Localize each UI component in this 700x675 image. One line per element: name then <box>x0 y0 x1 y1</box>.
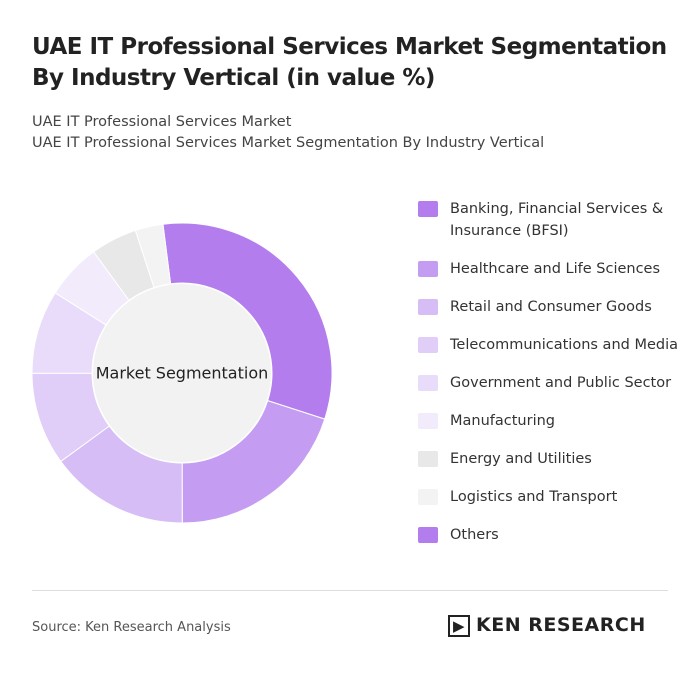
legend-label: Government and Public Sector <box>450 375 672 391</box>
logo-icon: ▶ <box>448 615 471 637</box>
donut-segment <box>134 223 172 289</box>
legend-item: Others <box>418 524 688 546</box>
legend-label: Banking, Financial Services & Insurance … <box>450 201 664 239</box>
legend-item: Logistics and Transport <box>418 486 688 508</box>
legend-swatch <box>418 337 438 353</box>
legend-item: Energy and Utilities <box>418 448 688 470</box>
legend-label: Healthcare and Life Sciences <box>450 261 661 277</box>
legend-label: Retail and Consumer Goods <box>450 299 652 315</box>
chart-title: UAE IT Professional Services Market Segm… <box>32 34 667 91</box>
legend-item: Banking, Financial Services & Insurance … <box>418 198 688 242</box>
legend-item: Telecommunications and Media <box>418 334 688 356</box>
logo-text: KEN RESEARCH <box>476 614 646 636</box>
legend-label: Manufacturing <box>450 413 555 429</box>
legend-swatch <box>418 375 438 391</box>
donut-hole <box>93 284 271 462</box>
center-label: Market Segmentation <box>96 364 269 383</box>
subtitle: UAE IT Professional Services Market Segm… <box>32 135 545 151</box>
legend-swatch <box>418 201 438 217</box>
donut-segment <box>162 222 333 420</box>
subtitle: UAE IT Professional Services Market <box>32 114 292 130</box>
legend-label: Telecommunications and Media <box>450 337 678 353</box>
legend-label: Logistics and Transport <box>450 489 618 505</box>
legend-item: Government and Public Sector <box>418 372 688 394</box>
source: Source: Ken Research Analysis <box>32 620 231 635</box>
legend-item: Manufacturing <box>418 410 688 432</box>
legend-label: Others <box>450 527 499 543</box>
logo: ▶ KEN RESEARCH <box>448 614 646 637</box>
legend-swatch <box>418 261 438 277</box>
legend-swatch <box>418 413 438 429</box>
legend-label: Energy and Utilities <box>450 451 592 467</box>
donut-chart: Market Segmentation <box>31 222 333 524</box>
legend-item: Retail and Consumer Goods <box>418 296 688 318</box>
legend-item: Healthcare and Life Sciences <box>418 258 688 280</box>
divider <box>32 590 668 591</box>
legend-swatch <box>418 451 438 467</box>
legend: Banking, Financial Services & Insurance … <box>418 198 688 562</box>
legend-swatch <box>418 527 438 543</box>
legend-swatch <box>418 299 438 315</box>
legend-swatch <box>418 489 438 505</box>
